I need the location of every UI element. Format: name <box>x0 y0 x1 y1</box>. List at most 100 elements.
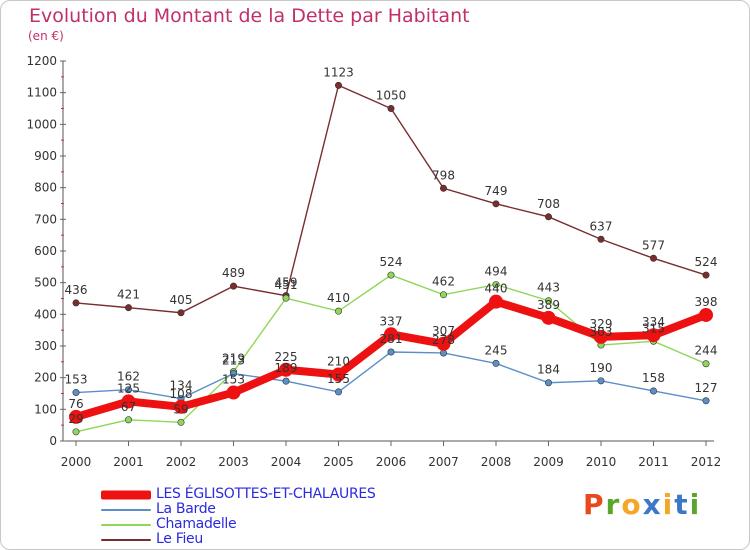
data-point <box>334 307 342 315</box>
data-point <box>649 254 657 262</box>
data-point <box>72 299 80 307</box>
x-tick-label: 2009 <box>533 455 564 469</box>
data-label: 29 <box>68 412 83 426</box>
data-point <box>594 329 608 344</box>
chart-data-labels: 436 421 405 489 459 1123 1050 798 749 708 637 577 52… <box>65 65 718 425</box>
data-point <box>436 336 451 351</box>
x-tick-label: 2002 <box>166 455 197 469</box>
data-label: 524 <box>380 255 403 269</box>
data-point <box>125 416 133 424</box>
data-label: 637 <box>590 219 613 233</box>
data-point <box>649 387 657 395</box>
data-point <box>597 377 605 385</box>
x-tick-label: 2007 <box>428 455 459 469</box>
y-tick-label: 800 <box>34 181 57 195</box>
data-point <box>174 399 188 414</box>
legend-swatch <box>101 508 151 511</box>
y-tick-label: 200 <box>34 371 57 385</box>
data-label: 708 <box>537 197 560 211</box>
data-point <box>492 281 500 289</box>
line-chart: 0 100 200 300 400 500 600 700 800 900 1000 1100 1200… <box>26 54 721 469</box>
legend-label: LES ÉGLISOTTES-ET-CHALAURES <box>156 486 376 502</box>
data-label: 244 <box>695 344 718 358</box>
chart-title: Evolution du Montant de la Dette par Hab… <box>29 5 470 27</box>
x-tick-label: 2001 <box>113 455 144 469</box>
x-tick-label: 2004 <box>271 455 302 469</box>
y-tick-label: 0 <box>49 434 57 448</box>
x-tick-label: 2005 <box>323 455 354 469</box>
data-label: 67 <box>121 400 136 414</box>
legend-label: Le Fieu <box>156 531 203 547</box>
series-line <box>75 84 707 314</box>
data-point <box>489 294 503 309</box>
data-label: 524 <box>695 255 718 269</box>
data-label: 451 <box>275 278 298 292</box>
legend-swatch <box>101 523 151 526</box>
chart-axes: 0 100 200 300 400 500 600 700 800 900 1000 1100 1200… <box>26 54 721 469</box>
data-point <box>387 105 395 113</box>
logo-letter: i <box>689 488 702 521</box>
data-label: 303 <box>590 325 613 339</box>
logo-letter: o <box>621 488 643 521</box>
data-point <box>646 328 661 343</box>
data-label: 210 <box>327 355 350 369</box>
data-point <box>121 394 136 409</box>
data-label: 153 <box>222 373 245 387</box>
logo-letter: i <box>662 488 675 521</box>
data-point <box>544 213 552 221</box>
data-label: 213 <box>222 354 245 368</box>
data-label: 577 <box>642 238 665 252</box>
logo-letter: x <box>642 488 663 521</box>
y-tick-label: 1100 <box>26 86 57 100</box>
data-label: 462 <box>432 275 455 289</box>
logo-letter: P <box>583 488 606 521</box>
data-label: 436 <box>65 283 88 297</box>
chart-series <box>69 81 713 436</box>
data-label: 405 <box>170 293 193 307</box>
data-label: 315 <box>642 321 665 335</box>
data-label: 162 <box>117 370 140 384</box>
data-label: 307 <box>432 324 455 338</box>
data-label: 1123 <box>323 65 354 79</box>
data-label: 798 <box>432 168 455 182</box>
data-label: 494 <box>485 265 508 279</box>
data-point <box>230 282 238 290</box>
data-point <box>439 184 447 192</box>
data-label: 278 <box>432 333 455 347</box>
x-tick-label: 2008 <box>481 455 512 469</box>
data-point <box>597 235 605 243</box>
x-tick-label: 2012 <box>691 455 722 469</box>
data-label: 1050 <box>376 89 407 103</box>
data-label: 329 <box>590 317 613 331</box>
data-point <box>492 200 500 208</box>
data-point <box>541 310 556 325</box>
y-tick-label: 700 <box>34 212 57 226</box>
legend-swatch <box>101 490 151 499</box>
data-point <box>699 307 713 322</box>
legend-label: Chamadelle <box>156 516 237 532</box>
data-label: 189 <box>275 361 298 375</box>
y-tick-label: 400 <box>34 307 57 321</box>
logo-letter: t <box>674 488 690 521</box>
data-label: 158 <box>642 371 665 385</box>
proxiti-logo: Proxiti <box>583 488 701 521</box>
data-label: 334 <box>642 315 665 329</box>
data-point <box>72 389 80 397</box>
data-label: 108 <box>170 387 193 401</box>
data-label: 398 <box>695 295 718 309</box>
data-point <box>702 397 710 405</box>
data-label: 389 <box>537 298 560 312</box>
data-label: 749 <box>485 184 508 198</box>
data-label: 410 <box>327 291 350 305</box>
y-tick-label: 100 <box>34 402 57 416</box>
data-point <box>387 348 395 356</box>
data-label: 134 <box>170 379 193 393</box>
data-point <box>230 370 238 378</box>
data-point <box>439 291 447 299</box>
data-point <box>177 418 185 426</box>
data-label: 76 <box>68 397 83 411</box>
data-point <box>331 367 346 382</box>
data-point <box>334 81 342 89</box>
data-point <box>384 327 398 342</box>
